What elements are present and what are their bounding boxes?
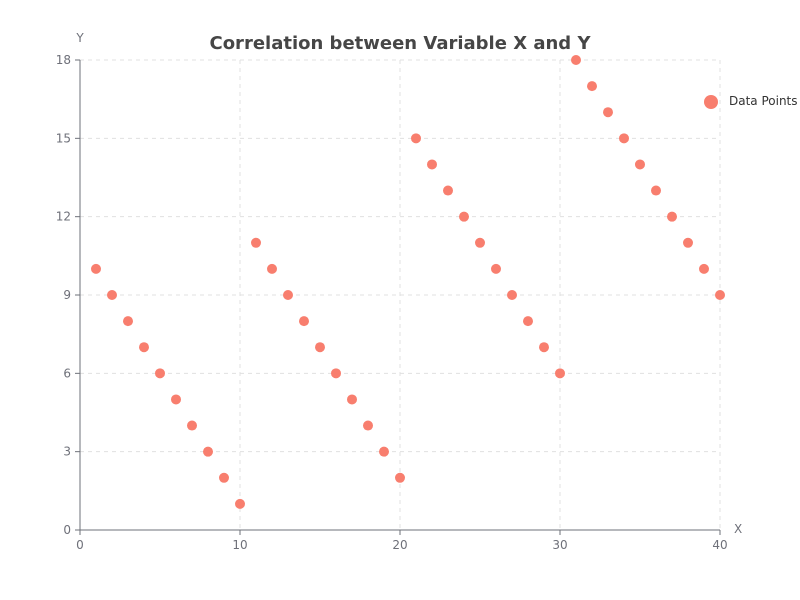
data-point[interactable] [539, 342, 549, 353]
data-point[interactable] [699, 263, 709, 274]
data-point[interactable] [123, 316, 133, 327]
axes: 0 3 6 9 12 15 18 0 10 20 30 40 [56, 53, 728, 552]
data-point[interactable] [411, 133, 421, 144]
y-tick-label: 15 [56, 131, 71, 145]
data-point[interactable] [235, 498, 245, 509]
data-point[interactable] [363, 420, 373, 431]
data-point[interactable] [251, 237, 261, 248]
data-point[interactable] [475, 237, 485, 248]
data-point[interactable] [571, 55, 581, 65]
data-point[interactable] [443, 185, 453, 196]
data-point[interactable] [219, 472, 229, 483]
legend-label: Data Points [729, 94, 798, 108]
legend-marker-icon [704, 95, 718, 109]
data-point[interactable] [427, 159, 437, 170]
data-point[interactable] [331, 368, 341, 379]
data-point[interactable] [619, 133, 629, 144]
data-point[interactable] [91, 263, 101, 274]
y-tick-label: 6 [63, 366, 71, 380]
data-point[interactable] [155, 368, 165, 379]
y-tick-label: 9 [63, 288, 71, 302]
data-point[interactable] [587, 81, 597, 92]
data-point[interactable] [107, 290, 117, 300]
y-tick-label: 3 [63, 445, 71, 459]
data-point[interactable] [267, 263, 277, 274]
data-point[interactable] [395, 472, 405, 483]
data-point[interactable] [507, 290, 517, 300]
data-point[interactable] [683, 237, 693, 248]
data-point[interactable] [171, 394, 181, 405]
x-tick-label: 30 [552, 538, 567, 552]
grid-lines [80, 59, 721, 530]
data-point[interactable] [187, 420, 197, 431]
data-point[interactable] [555, 368, 565, 379]
data-point[interactable] [523, 316, 533, 327]
y-axis-label: Y [75, 31, 84, 45]
data-point[interactable] [283, 290, 293, 300]
x-tick-label: 10 [232, 538, 247, 552]
legend[interactable]: Data Points [704, 94, 798, 109]
x-tick-label: 40 [712, 538, 727, 552]
x-tick-label: 0 [76, 538, 84, 552]
data-point[interactable] [379, 446, 389, 457]
chart-title: Correlation between Variable X and Y [209, 33, 591, 54]
data-point[interactable] [299, 316, 309, 327]
data-point[interactable] [651, 185, 661, 196]
data-point[interactable] [603, 107, 613, 118]
data-points [91, 55, 725, 509]
data-point[interactable] [667, 211, 677, 222]
data-point[interactable] [715, 290, 725, 300]
y-tick-label: 0 [63, 523, 71, 537]
data-point[interactable] [459, 211, 469, 222]
data-point[interactable] [139, 342, 149, 353]
data-point[interactable] [635, 159, 645, 170]
x-axis-label: X [734, 522, 742, 536]
x-tick-label: 20 [392, 538, 407, 552]
data-point[interactable] [315, 342, 325, 353]
y-tick-label: 12 [56, 210, 71, 224]
data-point[interactable] [347, 394, 357, 405]
data-point[interactable] [203, 446, 213, 457]
y-tick-label: 18 [56, 53, 71, 67]
data-point[interactable] [491, 263, 501, 274]
